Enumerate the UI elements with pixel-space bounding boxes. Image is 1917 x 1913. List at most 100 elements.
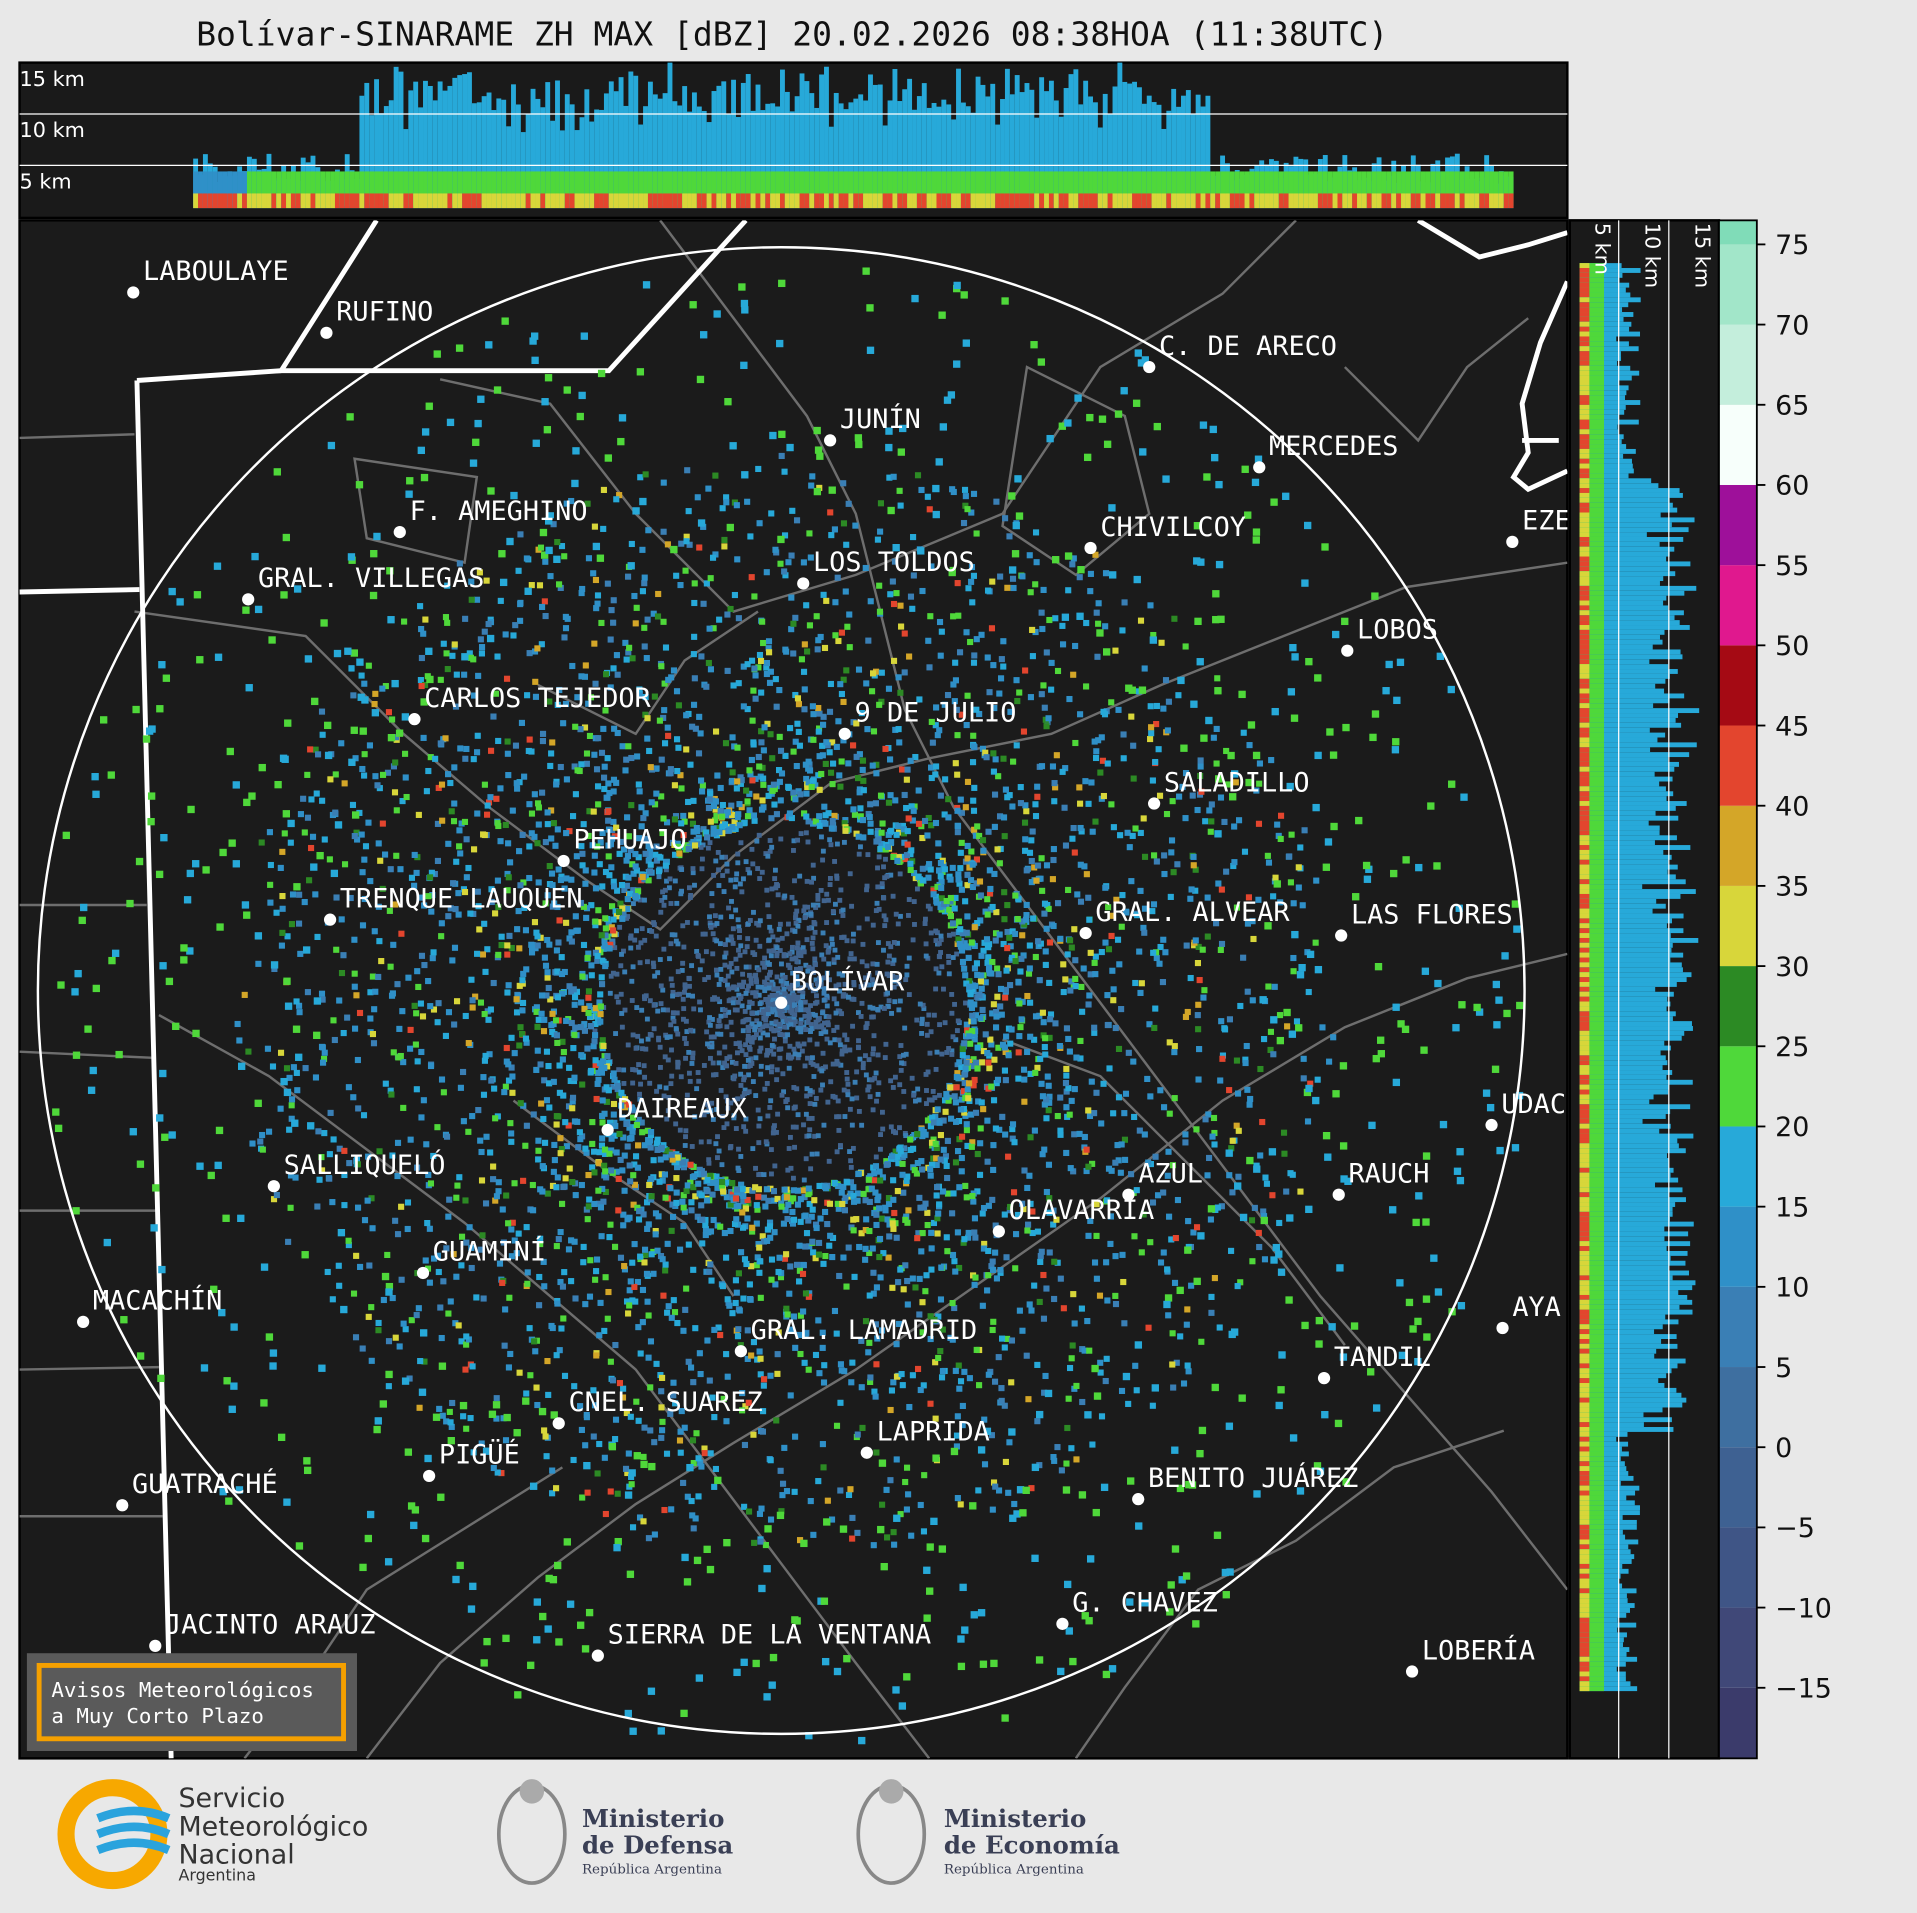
- echo-pixel: [707, 1015, 712, 1020]
- echo-column: [633, 193, 638, 208]
- echo-column: [1108, 193, 1113, 208]
- echo-pixel: [911, 1093, 916, 1098]
- echo-pixel: [802, 1243, 808, 1249]
- echo-pixel: [902, 630, 908, 636]
- echo-pixel: [1026, 1173, 1032, 1179]
- echo-pixel: [857, 926, 862, 931]
- echo-column: [800, 193, 805, 208]
- echo-pixel: [644, 993, 649, 998]
- echo-pixel: [733, 957, 738, 962]
- echo-pixel: [749, 574, 755, 580]
- echo-pixel: [674, 992, 679, 997]
- echo-pixel: [686, 1050, 691, 1055]
- echo-pixel: [1027, 942, 1033, 948]
- echo-pixel: [758, 1028, 763, 1033]
- echo-pixel: [917, 1276, 923, 1282]
- echo-pixel: [1016, 1000, 1022, 1006]
- echo-pixel: [484, 812, 490, 818]
- echo-column: [1396, 193, 1401, 208]
- echo-column: [966, 193, 971, 208]
- echo-pixel: [827, 1014, 832, 1019]
- echo-pixel: [728, 1144, 733, 1149]
- echo-pixel: [640, 926, 645, 931]
- echo-pixel: [507, 859, 513, 865]
- echo-pixel: [953, 760, 959, 766]
- echo-pixel: [850, 1123, 855, 1128]
- echo-pixel: [352, 984, 358, 990]
- echo-pixel: [652, 694, 658, 700]
- echo-column: [658, 193, 663, 208]
- echo-pixel: [883, 1487, 889, 1493]
- echo-pixel: [691, 866, 696, 871]
- echo-pixel: [898, 999, 903, 1004]
- echo-pixel: [572, 1024, 578, 1030]
- echo-pixel: [1043, 948, 1049, 954]
- echo-pixel: [844, 1070, 849, 1075]
- echo-pixel: [731, 926, 736, 931]
- echo-pixel: [756, 1140, 761, 1145]
- echo-pixel: [322, 1050, 328, 1056]
- echo-pixel: [808, 1088, 813, 1093]
- echo-pixel: [1024, 1185, 1030, 1191]
- echo-pixel: [718, 967, 723, 972]
- echo-pixel: [445, 666, 451, 672]
- echo-pixel: [1156, 961, 1162, 967]
- echo-pixel: [875, 901, 880, 906]
- echo-column: [1284, 193, 1289, 208]
- echo-pixel: [421, 962, 427, 968]
- echo-pixel: [818, 1088, 823, 1093]
- echo-pixel: [507, 1351, 513, 1357]
- echo-pixel: [359, 673, 365, 679]
- echo-pixel: [918, 1387, 924, 1393]
- echo-pixel: [1116, 1046, 1122, 1052]
- echo-pixel: [880, 1110, 885, 1115]
- echo-pixel: [954, 1084, 960, 1090]
- echo-pixel: [346, 1084, 352, 1090]
- echo-pixel: [537, 1186, 543, 1192]
- echo-pixel: [733, 1277, 739, 1283]
- echo-pixel: [775, 937, 780, 942]
- echo-pixel: [351, 1291, 357, 1297]
- echo-pixel: [964, 1127, 970, 1133]
- echo-pixel: [683, 1056, 688, 1061]
- echo-pixel: [890, 1197, 896, 1203]
- echo-pixel: [651, 1439, 657, 1445]
- echo-column: [198, 193, 203, 208]
- echo-pixel: [665, 1008, 670, 1013]
- echo-pixel: [842, 1114, 847, 1119]
- echo-pixel: [1017, 968, 1023, 974]
- echo-pixel: [1237, 1003, 1243, 1009]
- echo-pixel: [890, 578, 896, 584]
- echo-pixel: [918, 1002, 923, 1007]
- echo-pixel: [554, 1352, 560, 1358]
- echo-column: [418, 193, 423, 208]
- echo-pixel: [974, 530, 980, 536]
- echo-pixel: [939, 964, 944, 969]
- echo-pixel: [894, 912, 899, 917]
- echo-pixel: [857, 1057, 862, 1062]
- echo-pixel: [774, 811, 780, 817]
- echo-pixel: [970, 798, 976, 804]
- echo-pixel: [843, 1048, 848, 1053]
- echo-pixel: [830, 781, 836, 787]
- echo-pixel: [782, 894, 787, 899]
- echo-pixel: [733, 908, 738, 913]
- echo-pixel: [1266, 860, 1272, 866]
- echo-pixel: [724, 1024, 729, 1029]
- echo-column: [384, 193, 389, 208]
- echo-pixel: [829, 937, 834, 942]
- echo-pixel: [1024, 993, 1030, 999]
- echo-pixel: [476, 926, 482, 932]
- echo-column: [1445, 193, 1450, 208]
- echo-pixel: [796, 1112, 801, 1117]
- echo-pixel: [657, 718, 663, 724]
- echo-pixel: [1034, 784, 1040, 790]
- echo-column: [262, 193, 267, 208]
- echo-column: [863, 193, 868, 208]
- echo-column: [276, 193, 281, 208]
- echo-pixel: [871, 1170, 877, 1176]
- echo-pixel: [454, 672, 460, 678]
- echo-pixel: [1241, 730, 1247, 736]
- echo-pixel: [460, 1069, 466, 1075]
- echo-pixel: [690, 798, 696, 804]
